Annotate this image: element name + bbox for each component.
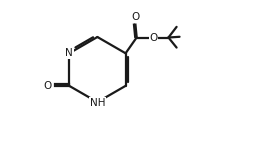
Text: O: O — [131, 12, 140, 22]
Text: O: O — [44, 81, 52, 91]
Text: O: O — [150, 33, 158, 42]
Text: NH: NH — [90, 98, 105, 108]
Text: N: N — [65, 48, 73, 58]
